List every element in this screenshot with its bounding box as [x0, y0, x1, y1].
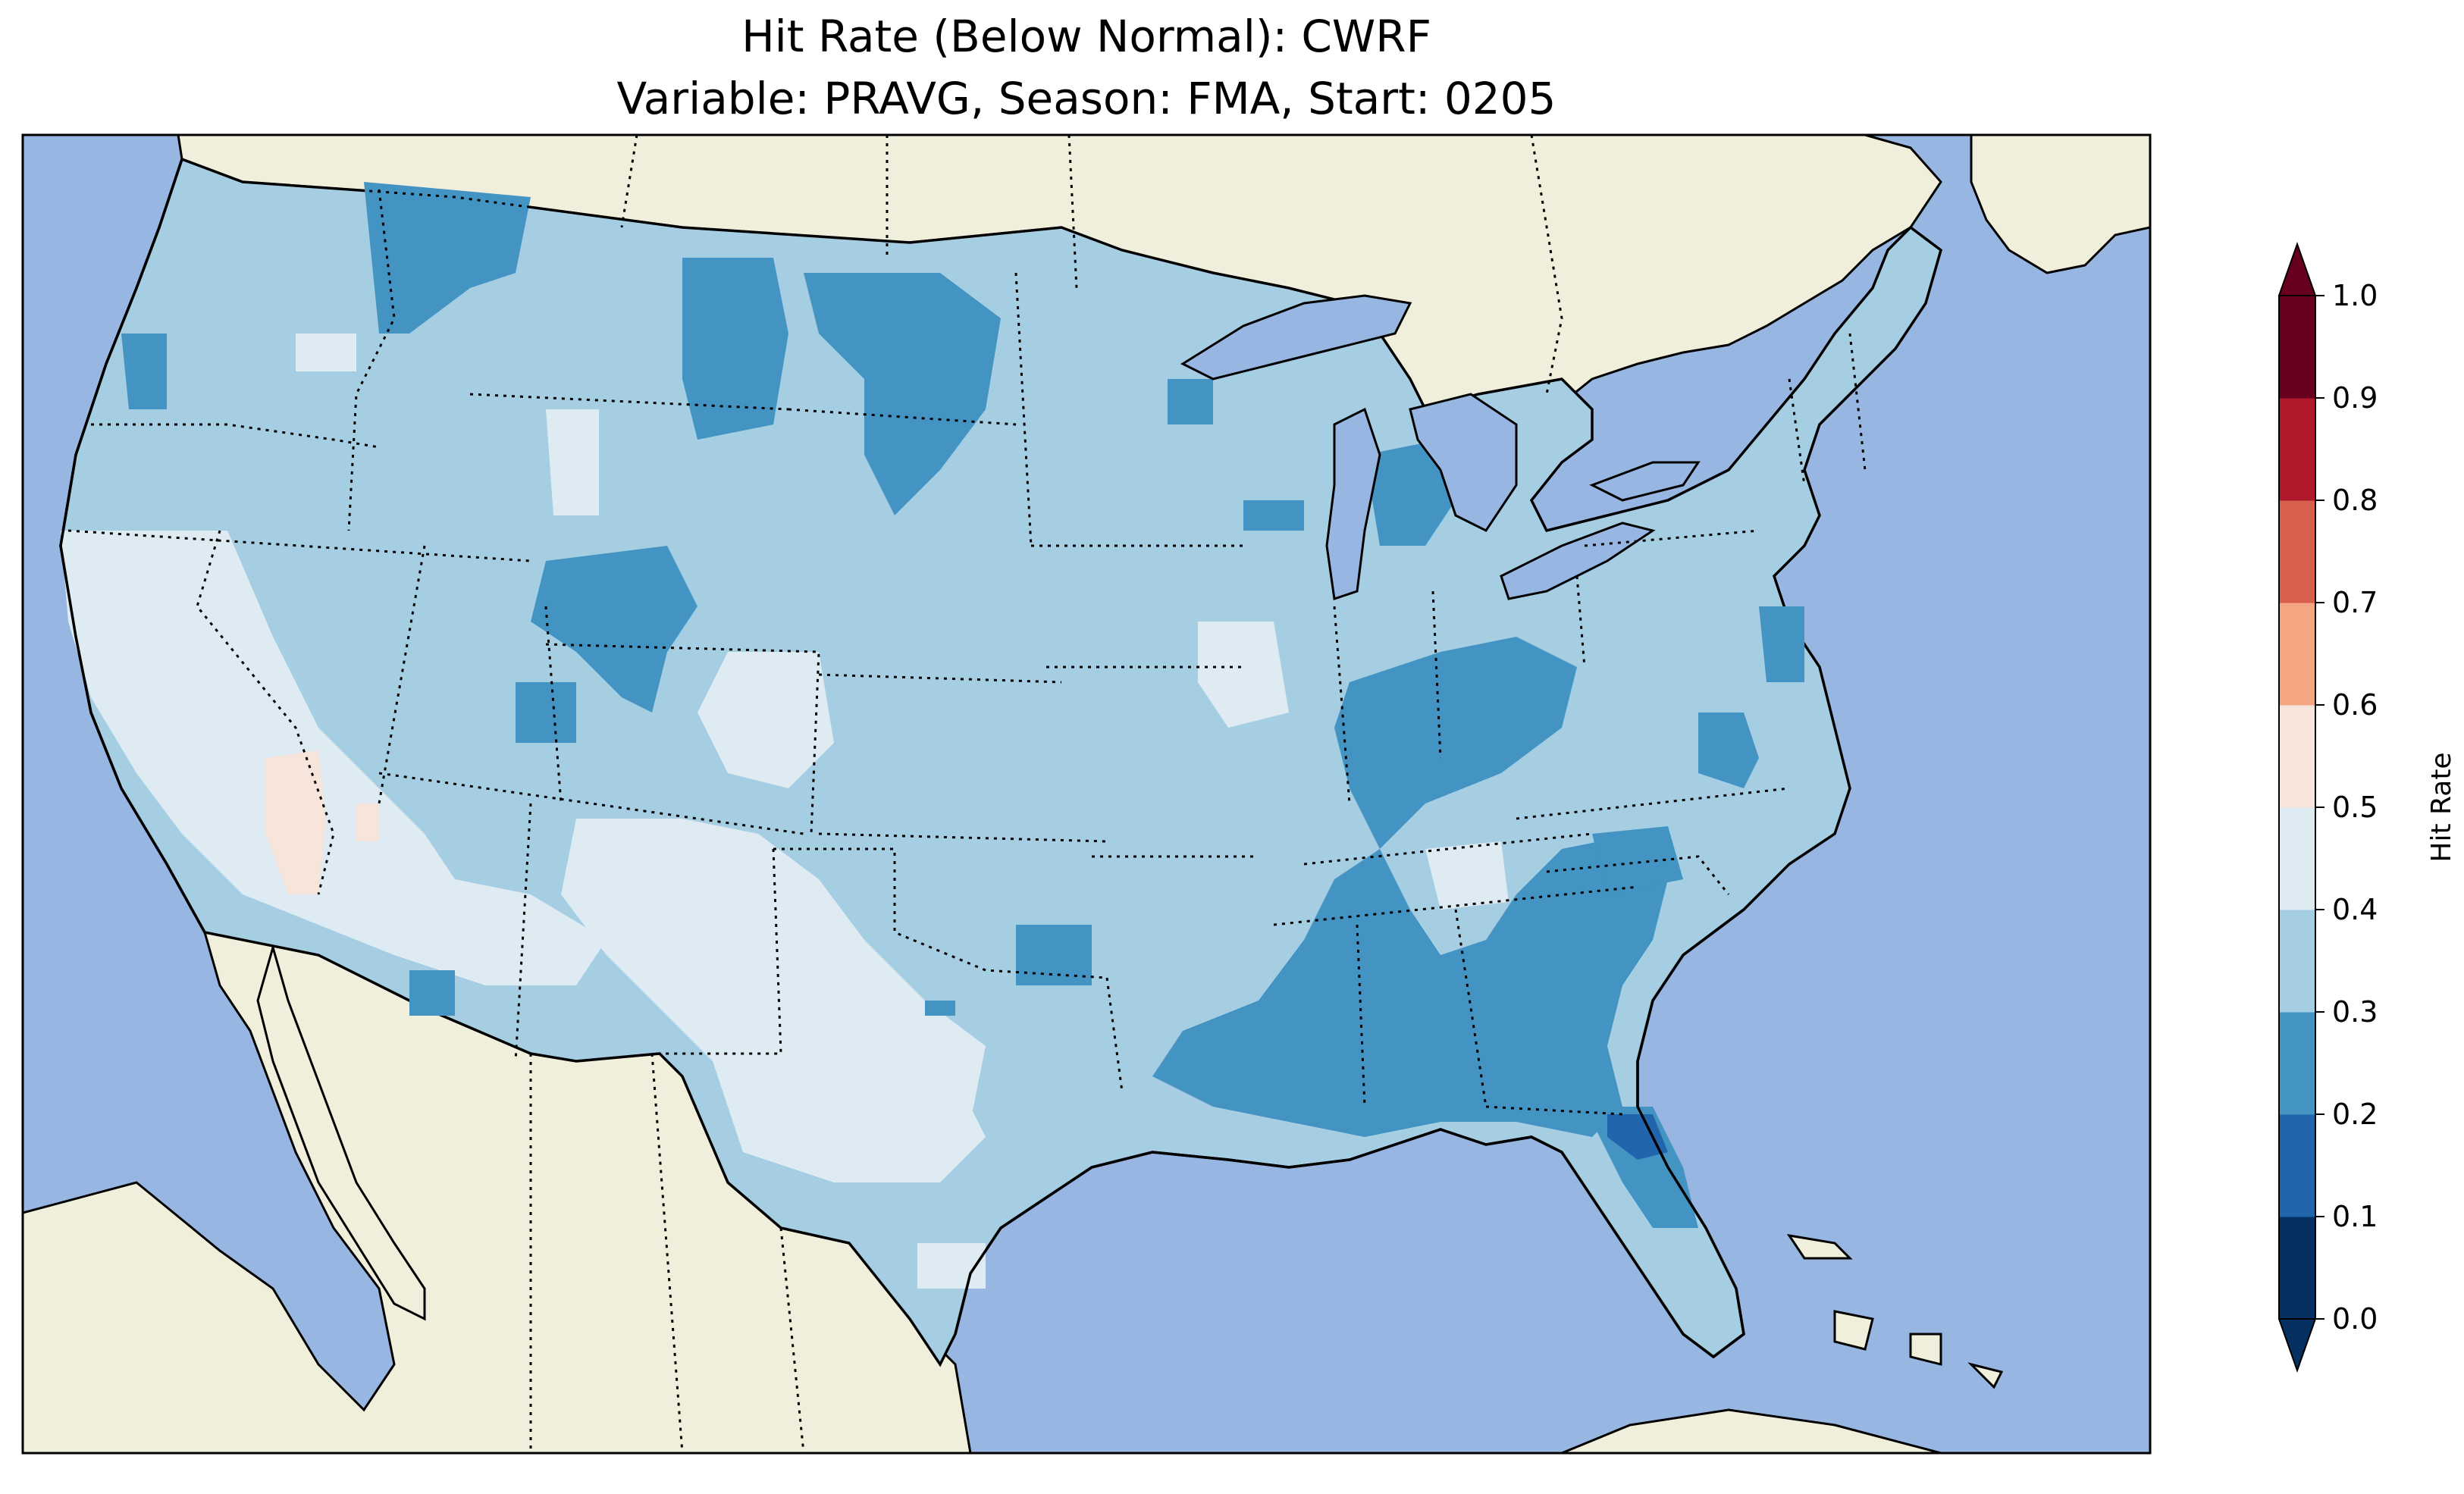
- field-texas-0.4-0.5: [713, 1046, 986, 1182]
- colorbar-tick-label: 0.2: [2332, 1098, 2378, 1131]
- colorbar-bin: [2279, 1012, 2315, 1115]
- field-washington-0.2-0.3: [121, 334, 167, 409]
- field-northdakota-0.2-0.3: [682, 258, 788, 440]
- border-nm-tx: [652, 848, 782, 1055]
- colorbar-tick-label: 0.5: [2332, 791, 2378, 824]
- great-lakes: [1180, 294, 1701, 600]
- field-colorado-0.4-0.5: [698, 652, 834, 788]
- lake-superior: [1180, 294, 1412, 381]
- field-idaho-0.4-0.5: [546, 409, 599, 515]
- border-wa-or: [91, 423, 380, 449]
- colorbar-bin: [2279, 1114, 2315, 1217]
- colorbar-bin: [2279, 1217, 2315, 1320]
- field-oklahoma-0.2-0.3: [1016, 925, 1092, 985]
- colorbar-tick-label: 0.3: [2332, 995, 2378, 1029]
- field-iowa-0.2-0.3: [1168, 379, 1213, 424]
- baja-california: [256, 943, 426, 1321]
- title-line-1: Hit Rate (Below Normal): CWRF: [741, 11, 1431, 62]
- lake-michigan: [1325, 407, 1381, 600]
- colorbar-bin: [2279, 603, 2315, 706]
- lake-erie: [1500, 521, 1656, 600]
- field-delaware-0.2-0.3: [1759, 606, 1804, 682]
- border-ms-al: [1356, 924, 1366, 1107]
- colorbar-tick-label: 0.0: [2332, 1302, 2378, 1336]
- state-borders: [67, 135, 1867, 1453]
- colorbar-bins: [2279, 296, 2315, 1320]
- colorbar-bin: [2279, 398, 2315, 501]
- colorbar-tick-label: 0.7: [2332, 586, 2378, 619]
- field-west-0.4-0.5: [61, 531, 607, 985]
- field-illinois-0.4-0.5: [1198, 622, 1289, 728]
- border-mexico-states: [529, 1053, 805, 1453]
- border-ne-ks: [818, 673, 1062, 684]
- border-az-nm: [514, 803, 532, 1062]
- colorbar: 0.0 0.1 0.2 0.3 0.4 0.5 0.6 0.7 0.8 0.9 1.0 Hit Ra…: [2277, 241, 2457, 1373]
- border-ok-tx: [773, 847, 1108, 979]
- colorbar-extend-top: [2277, 241, 2317, 296]
- colorbar-ticks: 0.0 0.1 0.2 0.3 0.4 0.5 0.6 0.7 0.8 0.9 1.0: [2315, 279, 2378, 1336]
- border-mn-wi: [1014, 272, 1033, 547]
- field-wisconsin-0.2-0.3: [1243, 500, 1304, 531]
- colorbar-bin: [2279, 807, 2315, 910]
- field-wyoming-0.2-0.3: [531, 546, 698, 713]
- colorbar-tick-label: 1.0: [2332, 279, 2378, 312]
- field-montana-0.2-0.3: [364, 182, 531, 334]
- border-tn-ms-al-ga: [1273, 885, 1638, 926]
- border-ga-fl: [1485, 1105, 1623, 1116]
- field-nm-0.2-0.3: [409, 970, 455, 1016]
- colorbar-bin: [2279, 296, 2315, 399]
- field-tennessee-0.4-0.5: [1425, 841, 1509, 910]
- border-oh-pa: [1575, 575, 1586, 668]
- colorbar-extend-bottom: [2277, 1318, 2317, 1373]
- border-ny-vt: [1788, 378, 1806, 486]
- border-co-ks: [545, 643, 820, 835]
- border-nc-sc: [1546, 855, 1730, 895]
- field-nevada-0.5-0.6: [265, 750, 326, 894]
- field-texas-south-0.2-0.3: [925, 1001, 955, 1016]
- bahamas: [1786, 1233, 2004, 1389]
- canada-maritimes: [1970, 135, 2150, 274]
- field-florida-0.1-0.2: [1607, 1114, 1668, 1160]
- colorbar-tick-label: 0.9: [2332, 381, 2378, 415]
- lake-huron: [1409, 393, 1518, 532]
- colorbar-bin: [2279, 705, 2315, 808]
- border-canada-provinces: [620, 135, 1563, 395]
- border-ks-ok: [818, 832, 1108, 843]
- field-arizona-0.5-0.6: [356, 803, 379, 841]
- border-us-canada: [181, 158, 1062, 244]
- field-michigan-0.2-0.3: [1365, 440, 1456, 546]
- colorbar-tick-label: 0.1: [2332, 1200, 2378, 1233]
- island-3: [1909, 1333, 1942, 1366]
- island-4: [1967, 1362, 2004, 1389]
- border-nh-me: [1848, 333, 1867, 471]
- title-line-2: Variable: PRAVG, Season: FMA, Start: 020…: [617, 73, 1556, 124]
- border-ar-la: [1105, 977, 1124, 1092]
- colorbar-tick-label: 0.6: [2332, 688, 2378, 722]
- colorbar-tick-label: 0.4: [2332, 893, 2378, 926]
- map-panel: [23, 135, 2150, 1453]
- field-carolina-0.2-0.3: [1592, 826, 1683, 894]
- colorbar-label: Hit Rate: [2426, 752, 2457, 862]
- border-or-ca-nv: [67, 529, 531, 562]
- field-minnesota-0.2-0.3: [804, 273, 1001, 515]
- cuba: [1561, 1408, 1942, 1453]
- lake-ontario: [1589, 461, 1701, 502]
- colorbar-bin: [2279, 500, 2315, 603]
- field-southeast-0.2-0.3: [1152, 637, 1668, 1137]
- island-2: [1833, 1310, 1874, 1351]
- border-mt-wy: [469, 393, 789, 411]
- island-1: [1786, 1233, 1853, 1260]
- map-frame: [21, 133, 2152, 1455]
- colorbar-tick-label: 0.8: [2332, 484, 2378, 517]
- border-ca-nv: [196, 530, 335, 895]
- colorbar-bin: [2279, 910, 2315, 1013]
- conus-coastline: [59, 158, 1745, 1359]
- border-nv-ut: [378, 545, 426, 804]
- border-in-oh: [1431, 590, 1442, 759]
- hit-rate-field: [61, 182, 1804, 1289]
- field-utah-0.2-0.3: [516, 682, 576, 743]
- field-virginia-0.2-0.3: [1698, 713, 1759, 788]
- field-oregon-0.4-0.5: [296, 334, 356, 371]
